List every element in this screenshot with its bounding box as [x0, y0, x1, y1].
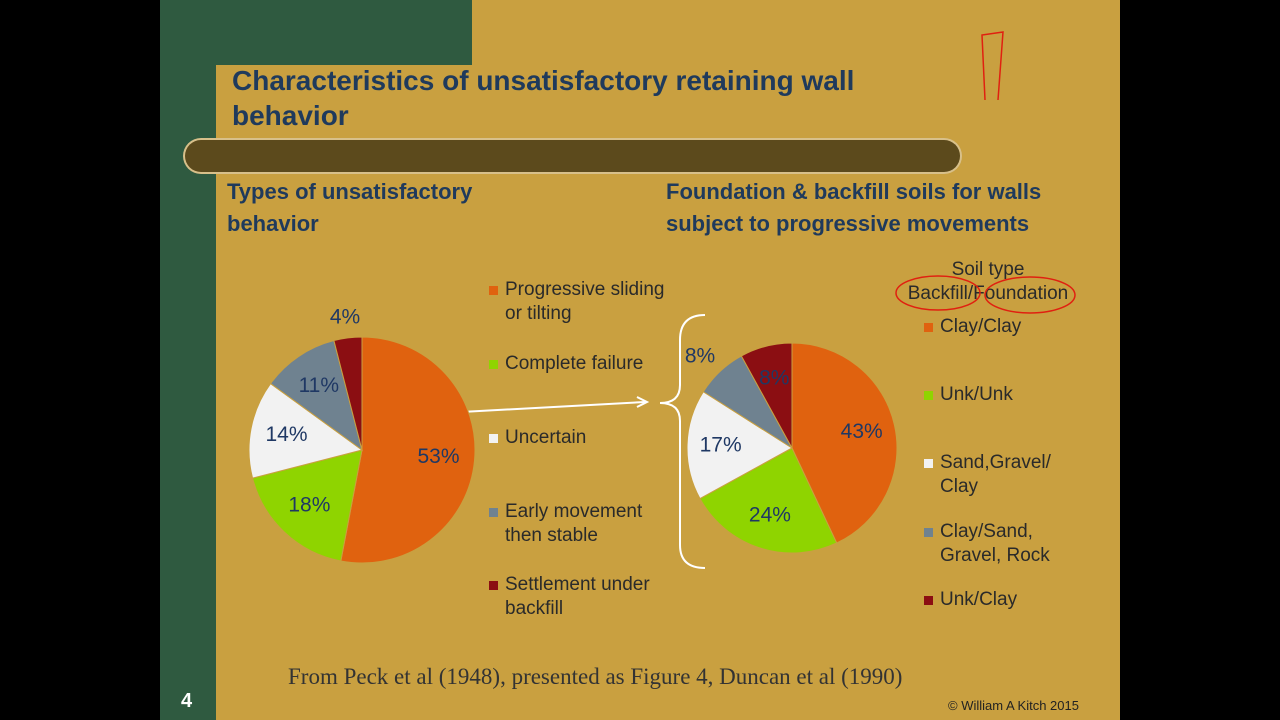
data-label: 24% [749, 503, 791, 526]
legend-entry: Uncertain [489, 426, 675, 450]
top-block [160, 0, 472, 65]
pie-slice [248, 382, 364, 479]
legend-entry: Complete failure [489, 352, 675, 376]
legend-swatch [489, 508, 498, 517]
copyright: © William A Kitch 2015 [948, 698, 1079, 713]
data-label: 8% [759, 366, 789, 389]
chart-title: Foundation & backfill soils for walls su… [666, 179, 1042, 236]
pie-slice [269, 339, 363, 452]
legend-swatch [489, 360, 498, 369]
page-number: 4 [181, 690, 193, 712]
slide-title: Characteristics of unsatisfactory retain… [232, 65, 855, 131]
data-label: 17% [700, 433, 742, 456]
divider-bar [185, 140, 960, 172]
legend-title-line: Backfill/Foundation [907, 283, 1069, 304]
legend-entry: Sand,Gravel/ Clay [924, 451, 1080, 499]
legend-entry: Settlement under backfill [489, 573, 675, 621]
legend-entry: Progressive sliding or tilting [489, 278, 675, 326]
legend-swatch [924, 459, 933, 468]
annotation-circle [984, 276, 1076, 314]
pie-slice [340, 336, 476, 564]
legend-entry: Early movement then stable [489, 500, 675, 548]
data-label: 18% [288, 494, 330, 517]
data-label: 11% [299, 374, 339, 397]
legend-swatch [489, 286, 498, 295]
legend-swatch [924, 391, 933, 400]
data-label: 53% [417, 445, 459, 468]
pie-slice [333, 336, 363, 451]
legend-swatch [924, 528, 933, 537]
pie-slice [740, 342, 793, 449]
legend-swatch [924, 596, 933, 605]
legend-swatch [489, 581, 498, 590]
legend-entry: Unk/Unk [924, 383, 1080, 407]
pie-slice [791, 342, 898, 544]
arrow-head [636, 396, 650, 408]
data-label: 4% [330, 306, 360, 329]
source: From Peck et al (1948), presented as Fig… [288, 664, 903, 689]
legend-entry: Clay/Sand, Gravel, Rock [924, 520, 1080, 568]
data-label: 43% [841, 420, 883, 443]
legend-entry: Unk/Clay [924, 588, 1080, 612]
annotation-circle [895, 275, 981, 311]
chart-title: Types of unsatisfactory behavior [227, 179, 473, 236]
pie-slice [699, 447, 838, 554]
pie-slice [686, 391, 793, 500]
data-label: 8% [685, 345, 715, 368]
data-label: 14% [266, 423, 308, 446]
brace [659, 314, 706, 569]
legend-swatch [489, 434, 498, 443]
pie-slice [251, 449, 363, 562]
legend-title: Soil type Backfill/Foundation [898, 258, 1078, 306]
legend-entry: Clay/Clay [924, 315, 1080, 339]
legend-swatch [924, 323, 933, 332]
annotation-scribble [981, 31, 1004, 101]
legend-title-line: Soil type [951, 259, 1025, 280]
side-stripe [160, 0, 216, 720]
